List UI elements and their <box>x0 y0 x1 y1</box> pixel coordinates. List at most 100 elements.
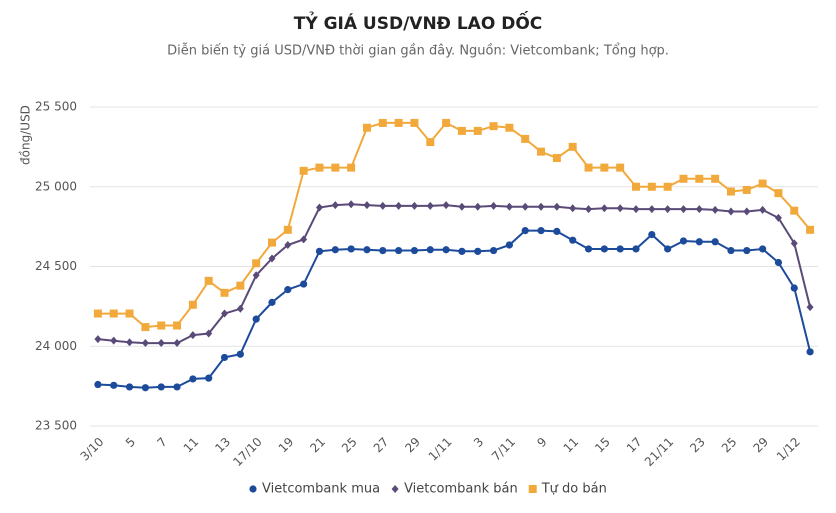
legend: Vietcombank mua Vietcombank bán Tự do bán <box>249 482 607 497</box>
x-tick-label: 11 <box>181 435 202 456</box>
data-point <box>584 163 593 172</box>
series-line <box>97 229 812 389</box>
data-point <box>679 237 688 245</box>
data-point <box>647 182 656 191</box>
data-point <box>109 309 118 318</box>
data-point <box>663 182 672 191</box>
data-point <box>632 245 640 253</box>
data-point <box>790 284 798 292</box>
data-point <box>774 213 782 222</box>
data-point <box>299 166 308 175</box>
y-tick-label: 23 500 <box>35 419 77 433</box>
data-point <box>695 205 703 214</box>
data-point <box>505 202 513 211</box>
data-point <box>236 281 245 290</box>
data-point <box>347 200 355 209</box>
x-tick-label: 19 <box>276 435 297 456</box>
y-axis-label: đồng/USD <box>19 105 33 165</box>
data-point <box>157 339 165 348</box>
x-tick-label: 1/11 <box>426 435 455 464</box>
data-point <box>268 298 276 306</box>
data-point <box>569 236 577 244</box>
data-point <box>664 205 672 214</box>
x-tick-label: 29 <box>750 435 771 456</box>
x-tick-label: 23 <box>687 435 708 456</box>
data-point <box>379 246 387 255</box>
data-point <box>205 329 213 338</box>
data-point <box>141 339 149 348</box>
data-point <box>94 335 102 344</box>
data-point <box>806 303 814 312</box>
data-point <box>711 238 719 246</box>
data-point <box>528 485 537 493</box>
data-point <box>537 227 545 235</box>
data-point <box>806 225 815 234</box>
data-point <box>125 383 134 391</box>
data-point <box>394 118 403 127</box>
data-point <box>347 163 356 172</box>
data-point <box>315 163 324 172</box>
series <box>93 118 815 332</box>
data-point <box>347 245 355 253</box>
data-point <box>189 331 197 340</box>
data-point <box>521 202 529 211</box>
data-point <box>315 203 323 212</box>
data-point <box>426 246 434 254</box>
x-tick-label: 27 <box>371 435 392 456</box>
data-point <box>204 276 213 285</box>
x-tick-label: 25 <box>719 435 740 456</box>
data-point <box>553 202 561 211</box>
data-point <box>236 304 244 313</box>
data-point <box>711 174 720 183</box>
series <box>94 227 814 392</box>
x-tick-label: 17 <box>624 435 645 456</box>
data-point <box>442 201 450 210</box>
data-point <box>458 247 466 255</box>
data-point <box>505 123 514 132</box>
data-point <box>806 348 814 356</box>
x-tick-label: 15 <box>592 435 613 456</box>
data-point <box>759 205 767 214</box>
data-point <box>664 245 672 253</box>
data-point <box>331 163 340 172</box>
data-point <box>490 201 498 210</box>
data-point <box>284 240 292 249</box>
data-point <box>521 227 529 235</box>
legend-label: Vietcombank bán <box>404 482 518 497</box>
y-tick-label: 24 500 <box>35 259 77 273</box>
x-tick-label: 21 <box>307 435 328 456</box>
data-point <box>727 246 735 255</box>
data-point <box>632 182 640 191</box>
data-point <box>141 323 150 332</box>
x-tick-label: 11 <box>561 435 582 456</box>
data-point <box>648 231 656 239</box>
data-point <box>442 118 451 127</box>
data-point <box>205 374 213 382</box>
data-point <box>362 123 371 132</box>
y-tick-label: 25 500 <box>35 100 77 114</box>
data-point <box>236 350 244 358</box>
data-point <box>695 238 703 246</box>
data-point <box>252 271 260 280</box>
x-tick-label: 7 <box>155 435 170 450</box>
data-point <box>284 286 292 294</box>
data-point <box>378 118 387 127</box>
data-point <box>505 241 513 249</box>
data-point <box>774 189 783 198</box>
data-point <box>758 179 767 188</box>
data-point <box>157 383 165 391</box>
data-point <box>569 204 577 213</box>
data-point <box>474 202 482 211</box>
data-point <box>220 353 229 362</box>
data-point <box>188 300 197 309</box>
x-tick-label: 1/12 <box>774 435 803 464</box>
data-point <box>410 118 419 127</box>
data-point <box>426 201 434 210</box>
data-point <box>743 207 751 216</box>
data-point <box>94 380 102 389</box>
data-point <box>600 163 609 172</box>
data-point <box>790 239 798 248</box>
data-point <box>648 205 656 214</box>
data-point <box>600 204 608 213</box>
